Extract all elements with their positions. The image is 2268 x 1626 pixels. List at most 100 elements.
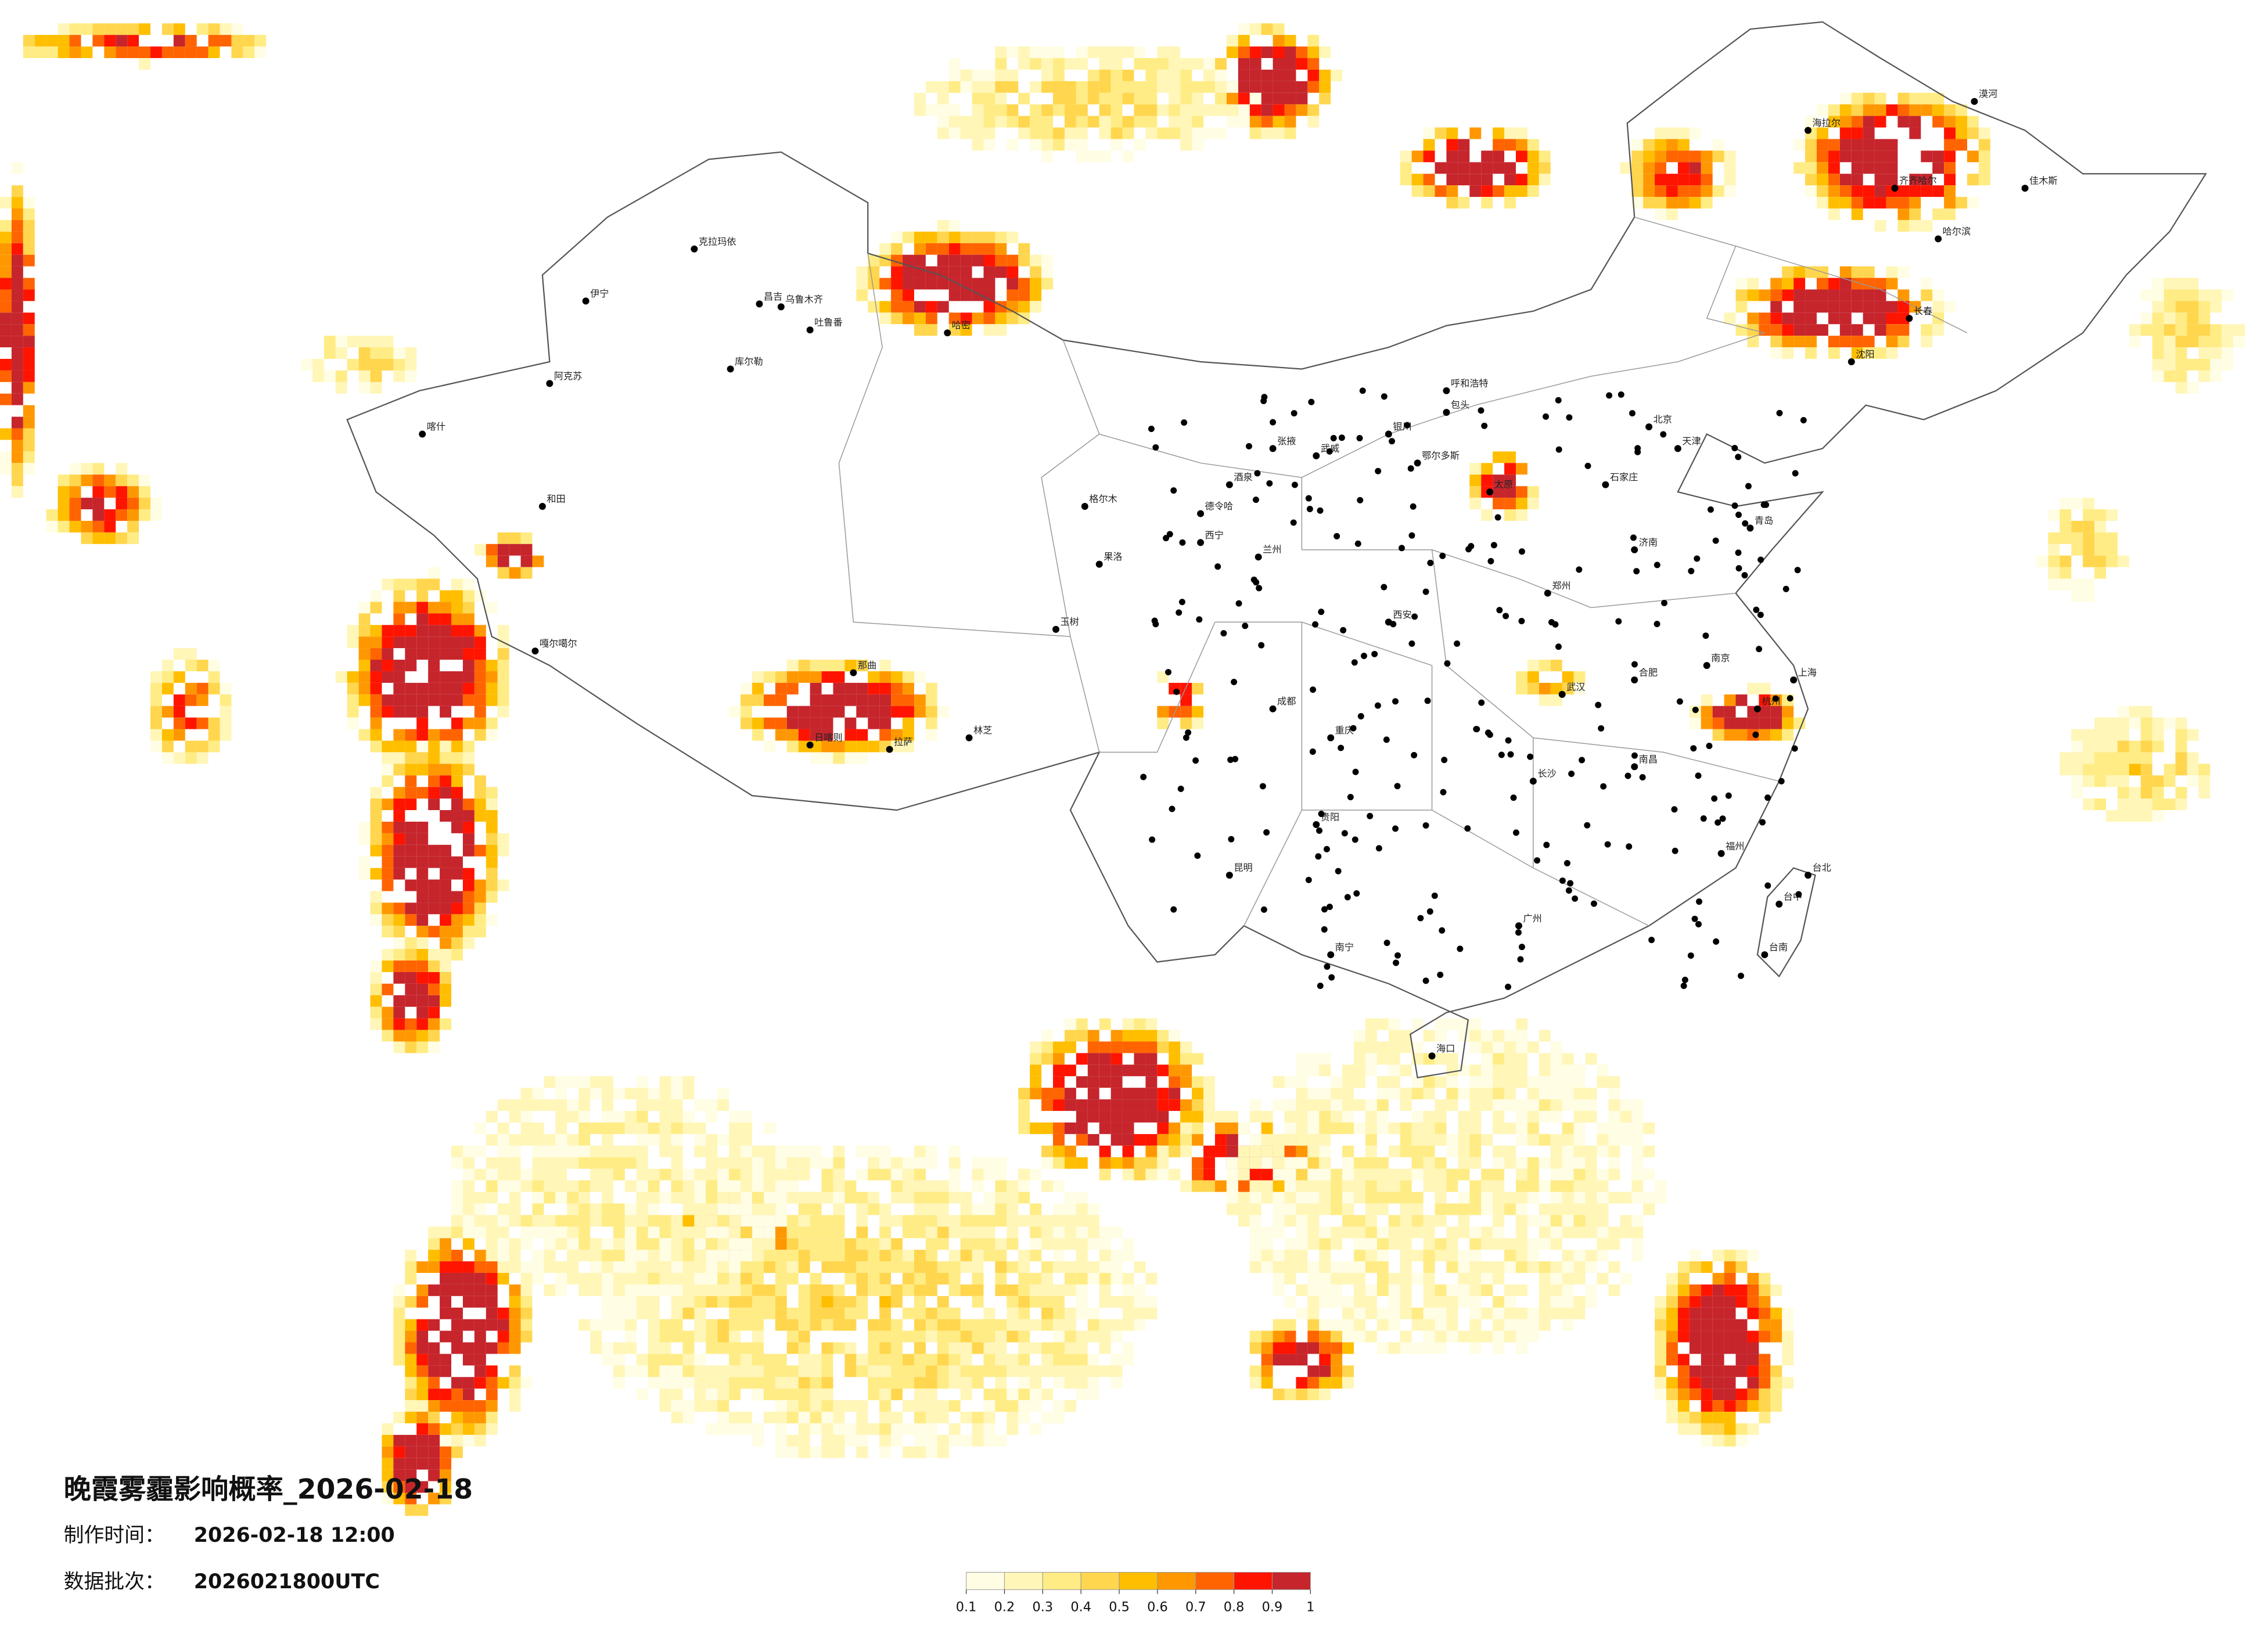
haze-cell	[1030, 1053, 1042, 1065]
haze-cell	[891, 266, 903, 278]
haze-cell	[1354, 1226, 1365, 1239]
haze-cell	[1342, 1192, 1354, 1204]
haze-cell	[729, 1354, 741, 1366]
haze-cell	[11, 220, 23, 232]
haze-cell	[1087, 1238, 1099, 1250]
haze-cell	[810, 1215, 822, 1227]
haze-cell	[960, 1412, 972, 1423]
haze-cell	[1782, 289, 1794, 301]
haze-cell	[370, 1018, 382, 1030]
city-dot	[1350, 725, 1357, 732]
haze-cell	[914, 1388, 926, 1401]
haze-cell	[1458, 1226, 1470, 1239]
haze-cell	[486, 1296, 498, 1308]
haze-cell	[150, 509, 162, 521]
haze-cell	[1284, 104, 1296, 116]
haze-cell	[741, 1122, 753, 1134]
haze-cell	[1793, 717, 1806, 729]
haze-cell	[1064, 1284, 1076, 1296]
haze-cell	[2175, 764, 2187, 776]
haze-cell	[1851, 139, 1863, 151]
haze-cell	[694, 1261, 706, 1273]
haze-cell	[1932, 185, 1944, 197]
haze-cell	[139, 23, 151, 35]
haze-cell	[937, 243, 949, 255]
haze-cell	[1169, 81, 1181, 93]
haze-cell	[903, 682, 914, 695]
haze-cell	[786, 1215, 799, 1227]
haze-cell	[659, 1134, 671, 1146]
haze-cell	[1874, 278, 1886, 290]
haze-cell	[2175, 729, 2187, 741]
haze-cell	[624, 1342, 637, 1354]
haze-cell	[1122, 69, 1134, 81]
haze-cell	[1076, 150, 1088, 163]
haze-cell	[0, 254, 12, 267]
haze-cell	[786, 1434, 799, 1447]
haze-cell	[1076, 1018, 1088, 1030]
haze-cell	[486, 1423, 498, 1435]
haze-cell	[1030, 1296, 1042, 1308]
haze-cell	[891, 706, 903, 718]
haze-cell	[1354, 1099, 1365, 1111]
city-label: 拉萨	[894, 736, 912, 747]
haze-cell	[382, 578, 394, 591]
haze-cell	[1851, 289, 1863, 301]
haze-cell	[428, 879, 440, 891]
haze-cell	[382, 879, 394, 891]
haze-cell	[717, 1088, 729, 1100]
haze-cell	[139, 57, 151, 70]
haze-cell	[1469, 1134, 1482, 1146]
haze-cell	[995, 231, 1007, 243]
haze-cell	[2233, 336, 2245, 348]
haze-cell	[1515, 127, 1527, 139]
haze-cell	[1273, 1272, 1285, 1285]
city-dot	[1633, 568, 1640, 575]
haze-cell	[1643, 139, 1655, 151]
haze-cell	[1435, 127, 1447, 139]
haze-cell	[1655, 1342, 1666, 1354]
haze-cell	[948, 1168, 961, 1181]
haze-cell	[717, 1319, 729, 1331]
haze-cell	[1007, 231, 1019, 243]
haze-cell	[370, 682, 382, 695]
haze-cell	[1411, 1203, 1424, 1215]
haze-cell	[2187, 301, 2199, 313]
haze-cell	[486, 1307, 498, 1319]
haze-cell	[11, 428, 23, 440]
haze-cell	[1967, 174, 1979, 186]
city-label: 昆明	[1234, 862, 1252, 873]
haze-cell	[1724, 162, 1736, 174]
haze-cell	[1249, 1250, 1261, 1262]
haze-cell	[393, 359, 405, 370]
haze-cell	[1122, 1122, 1134, 1134]
haze-cell	[844, 717, 857, 729]
haze-cell	[694, 1122, 706, 1134]
haze-cell	[393, 660, 405, 671]
haze-cell	[440, 1272, 452, 1285]
haze-cell	[856, 1272, 868, 1285]
haze-cell	[1122, 1041, 1134, 1053]
haze-cell	[741, 1284, 753, 1296]
haze-cell	[983, 1434, 995, 1447]
haze-cell	[393, 902, 405, 915]
haze-cell	[1342, 1088, 1354, 1100]
haze-cell	[694, 1307, 706, 1319]
haze-cell	[1030, 139, 1042, 151]
haze-cell	[948, 1272, 961, 1285]
haze-cell	[868, 266, 880, 278]
haze-cell	[416, 764, 429, 776]
haze-cell	[786, 1377, 799, 1389]
haze-cell	[879, 1168, 892, 1181]
haze-cell	[972, 127, 984, 139]
haze-cell	[440, 590, 452, 602]
haze-cell	[879, 1412, 892, 1423]
haze-cell	[763, 717, 775, 729]
haze-cell	[1261, 1122, 1273, 1134]
haze-cell	[220, 23, 232, 35]
city-dot	[538, 503, 546, 510]
haze-cell	[1273, 69, 1285, 81]
haze-cell	[868, 1145, 880, 1157]
haze-cell	[948, 1434, 961, 1447]
colorbar-tick-label: 0.8	[1224, 1600, 1245, 1615]
